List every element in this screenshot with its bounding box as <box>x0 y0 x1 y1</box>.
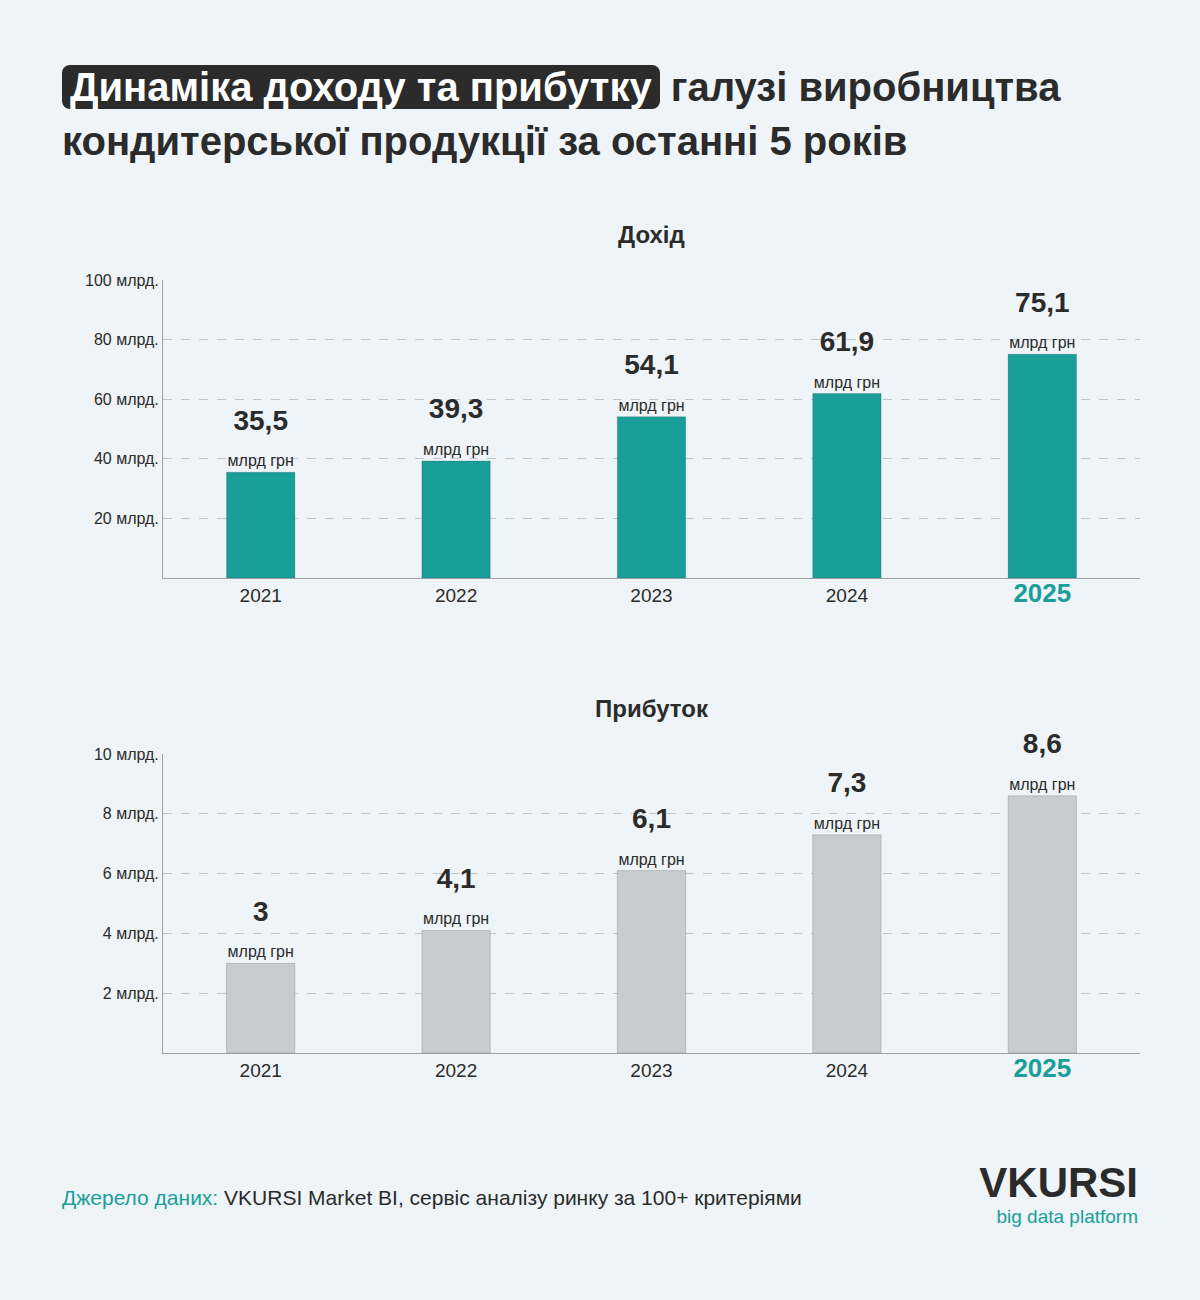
svg-text:100 млрд.: 100 млрд. <box>85 272 159 289</box>
svg-text:7,3млрд грн: 7,3млрд грн <box>814 767 880 831</box>
svg-text:2021: 2021 <box>240 1060 282 1081</box>
svg-text:2022: 2022 <box>435 585 477 606</box>
svg-text:40 млрд.: 40 млрд. <box>94 450 159 467</box>
svg-text:20 млрд.: 20 млрд. <box>94 510 159 527</box>
svg-text:2023: 2023 <box>630 585 672 606</box>
svg-text:35,5млрд грн: 35,5млрд грн <box>228 405 294 469</box>
svg-text:2025: 2025 <box>1013 578 1071 608</box>
html-text:VKURSI: VKURSI <box>979 1159 1138 1206</box>
svg-text:80 млрд.: 80 млрд. <box>94 331 159 348</box>
svg-text:Прибуток: Прибуток <box>595 695 709 722</box>
svg-text:4 млрд.: 4 млрд. <box>103 925 159 942</box>
svg-text:2 млрд.: 2 млрд. <box>103 985 159 1002</box>
svg-text:2024: 2024 <box>826 585 869 606</box>
svg-text:2021: 2021 <box>240 585 282 606</box>
svg-text:2022: 2022 <box>435 1060 477 1081</box>
svg-text:10 млрд.: 10 млрд. <box>94 746 159 763</box>
svg-text:8,6млрд грн: 8,6млрд грн <box>1009 728 1075 792</box>
svg-text:54,1млрд грн: 54,1млрд грн <box>618 349 684 413</box>
svg-text:3млрд грн: 3млрд грн <box>228 896 294 960</box>
svg-text:2025: 2025 <box>1013 1053 1071 1083</box>
svg-text:60 млрд.: 60 млрд. <box>94 391 159 408</box>
svg-text:8 млрд.: 8 млрд. <box>103 805 159 822</box>
svg-text:2024: 2024 <box>826 1060 869 1081</box>
svg-text:75,1млрд грн: 75,1млрд грн <box>1009 287 1075 351</box>
html-text:Джерело даних: VKURSI Market B: Джерело даних: VKURSI Market BI, сервіс … <box>62 1186 802 1209</box>
html-text:big data platform: big data platform <box>996 1206 1138 1227</box>
svg-text:Дохід: Дохід <box>618 221 685 248</box>
svg-text:2023: 2023 <box>630 1060 672 1081</box>
html-text:Динаміка доходу та прибутку га: Динаміка доходу та прибутку галузі вироб… <box>62 65 1061 163</box>
svg-text:6 млрд.: 6 млрд. <box>103 865 159 882</box>
svg-text:6,1млрд грн: 6,1млрд грн <box>618 803 684 867</box>
svg-text:39,3млрд грн: 39,3млрд грн <box>423 393 489 457</box>
svg-text:4,1млрд грн: 4,1млрд грн <box>423 863 489 927</box>
svg-text:61,9млрд грн: 61,9млрд грн <box>814 326 880 390</box>
